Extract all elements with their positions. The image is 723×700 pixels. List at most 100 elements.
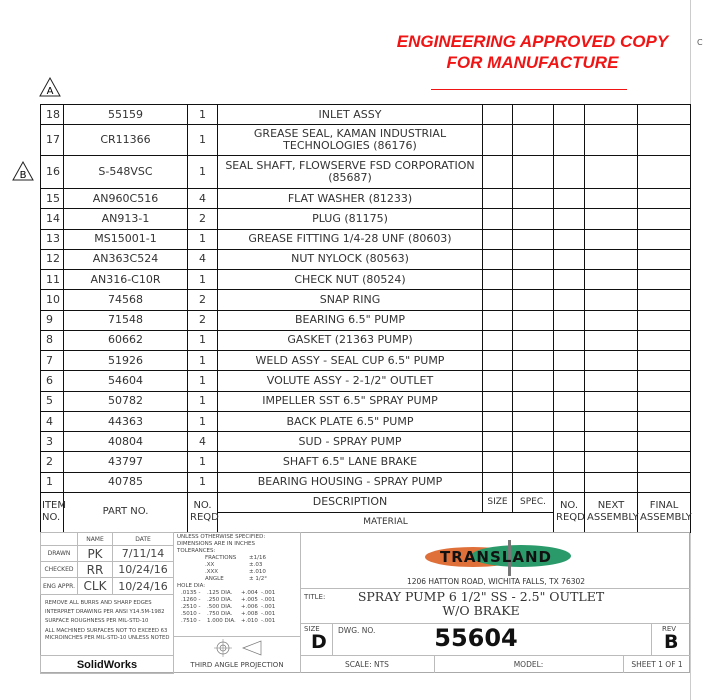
svg-text:A: A — [47, 86, 54, 97]
header-material: MATERIAL — [217, 511, 554, 533]
empty-cell — [584, 410, 638, 433]
projection-symbol-icon — [214, 639, 262, 657]
hole-tolerance-value: .7510 - — [181, 618, 201, 624]
hole-tolerance-value: -.001 — [261, 611, 276, 617]
empty-cell — [512, 431, 554, 453]
hole-tolerance-value: .750 DIA. — [207, 611, 233, 617]
empty-cell — [553, 329, 585, 352]
hole-tolerance-value: +.010 — [241, 618, 258, 624]
empty-cell — [584, 187, 638, 210]
empty-cell — [482, 309, 513, 331]
size-value: D — [311, 631, 327, 653]
bill-of-materials: 18 55159 1 INLET ASSY 17 CR11366 1 GREASE SEAL,… — [40, 104, 692, 533]
empty-cell — [482, 410, 513, 433]
edge-label: C — [697, 38, 703, 47]
item-number: 17 — [40, 124, 64, 156]
hole-tolerance-row: .5010 - .750 DIA. +.008 -.001 — [181, 611, 301, 618]
projection-label: THIRD ANGLE PROJECTION — [190, 661, 284, 669]
description: VOLUTE ASSY - 2-1/2" OUTLET — [217, 370, 483, 392]
tolerance-row: .XXX ±.010 — [205, 569, 301, 576]
empty-cell — [512, 471, 554, 493]
drawn-date: 7/11/14 — [112, 545, 174, 562]
part-number: AN960C516 — [63, 187, 188, 210]
part-number: 55159 — [63, 104, 188, 125]
empty-cell — [482, 155, 513, 189]
empty-cell — [553, 431, 585, 453]
empty-cell — [637, 350, 691, 372]
empty-cell — [553, 269, 585, 291]
bom-row: 12 AN363C524 4 NUT NYLOCK (80563) — [40, 248, 691, 271]
tolerance-value: ±.010 — [249, 569, 266, 575]
empty-cell — [553, 350, 585, 372]
empty-cell — [637, 104, 691, 125]
quantity: 1 — [187, 124, 218, 156]
empty-cell — [512, 390, 554, 412]
part-number: 43797 — [63, 451, 188, 473]
item-number: 15 — [40, 187, 64, 210]
bom-header: ITEM NO. PART NO. NO. REQD DESCRIPTION S… — [40, 491, 692, 533]
empty-cell — [584, 104, 638, 125]
item-number: 14 — [40, 208, 64, 230]
item-number: 11 — [40, 269, 64, 291]
part-number: AN316-C10R — [63, 269, 188, 291]
empty-cell — [512, 155, 554, 189]
bom-row: 9 71548 2 BEARING 6.5" PUMP — [40, 309, 691, 331]
bom-row: 15 AN960C516 4 FLAT WASHER (81233) — [40, 187, 691, 210]
part-number: 51926 — [63, 350, 188, 372]
empty-cell — [482, 228, 513, 250]
hole-tolerance-value: +.006 — [241, 604, 258, 610]
empty-cell — [553, 471, 585, 493]
company-address: 1206 HATTON ROAD, WICHITA FALLS, TX 7630… — [406, 577, 586, 586]
bom-row: 16 S-548VSC 1 SEAL SHAFT, FLOWSERVE FSD COR… — [40, 155, 691, 189]
name-header: NAME — [77, 532, 113, 546]
item-number: 18 — [40, 104, 64, 125]
empty-cell — [482, 350, 513, 372]
item-number: 9 — [40, 309, 64, 331]
empty-cell — [482, 124, 513, 156]
empty-cell — [637, 390, 691, 412]
empty-cell — [553, 187, 585, 210]
item-number: 3 — [40, 431, 64, 453]
bom-row: 14 AN913-1 2 PLUG (81175) — [40, 208, 691, 230]
empty-cell — [512, 187, 554, 210]
bom-row: 6 54604 1 VOLUTE ASSY - 2-1/2" OUTLET — [40, 370, 691, 392]
hole-tolerance-value: .125 DIA. — [207, 590, 233, 596]
item-number: 1 — [40, 471, 64, 493]
empty-cell — [637, 451, 691, 473]
empty-cell — [482, 289, 513, 311]
drawn-name: PK — [77, 545, 113, 562]
empty-cell — [482, 104, 513, 125]
bom-row: 11 AN316-C10R 1 CHECK NUT (80524) — [40, 269, 691, 291]
empty-cell — [553, 228, 585, 250]
empty-cell — [512, 124, 554, 156]
tolerance-type: .XX — [205, 562, 215, 568]
description: FLAT WASHER (81233) — [217, 187, 483, 210]
bom-row: 13 MS15001-1 1 GREASE FITTING 1/4-28 UNF (8… — [40, 228, 691, 250]
empty-cell — [584, 431, 638, 453]
title-label: TITLE: — [304, 593, 326, 601]
page-edge — [690, 0, 691, 700]
part-number: 44363 — [63, 410, 188, 433]
empty-cell — [553, 248, 585, 271]
empty-cell — [482, 187, 513, 210]
part-number: 60662 — [63, 329, 188, 352]
quantity: 4 — [187, 187, 218, 210]
quantity: 1 — [187, 471, 218, 493]
tolerance-header: UNLESS OTHERWISE SPECIFIED: DIMENSIONS A… — [177, 534, 266, 547]
hole-tolerance-value: .2510 - — [181, 604, 201, 610]
part-number: S-548VSC — [63, 155, 188, 189]
empty-cell — [553, 208, 585, 230]
tolerance-value: ±1/16 — [249, 555, 266, 561]
dwg-no-label: DWG. NO. — [338, 626, 376, 635]
hole-tolerance-value: .0135 - — [181, 590, 201, 596]
bom-row: 7 51926 1 WELD ASSY - SEAL CUP 6.5" PUMP — [40, 350, 691, 372]
description: GASKET (21363 PUMP) — [217, 329, 483, 352]
part-number: CR11366 — [63, 124, 188, 156]
title-block: NAME DATE DRAWN PK 7/11/14 CHECKED RR 10… — [40, 532, 690, 674]
item-number: 5 — [40, 390, 64, 412]
empty-cell — [482, 329, 513, 352]
sheet: SHEET 1 OF 1 — [631, 659, 683, 669]
bom-row: 8 60662 1 GASKET (21363 PUMP) — [40, 329, 691, 352]
hole-tolerance-value: -.001 — [261, 618, 276, 624]
empty-cell — [637, 289, 691, 311]
